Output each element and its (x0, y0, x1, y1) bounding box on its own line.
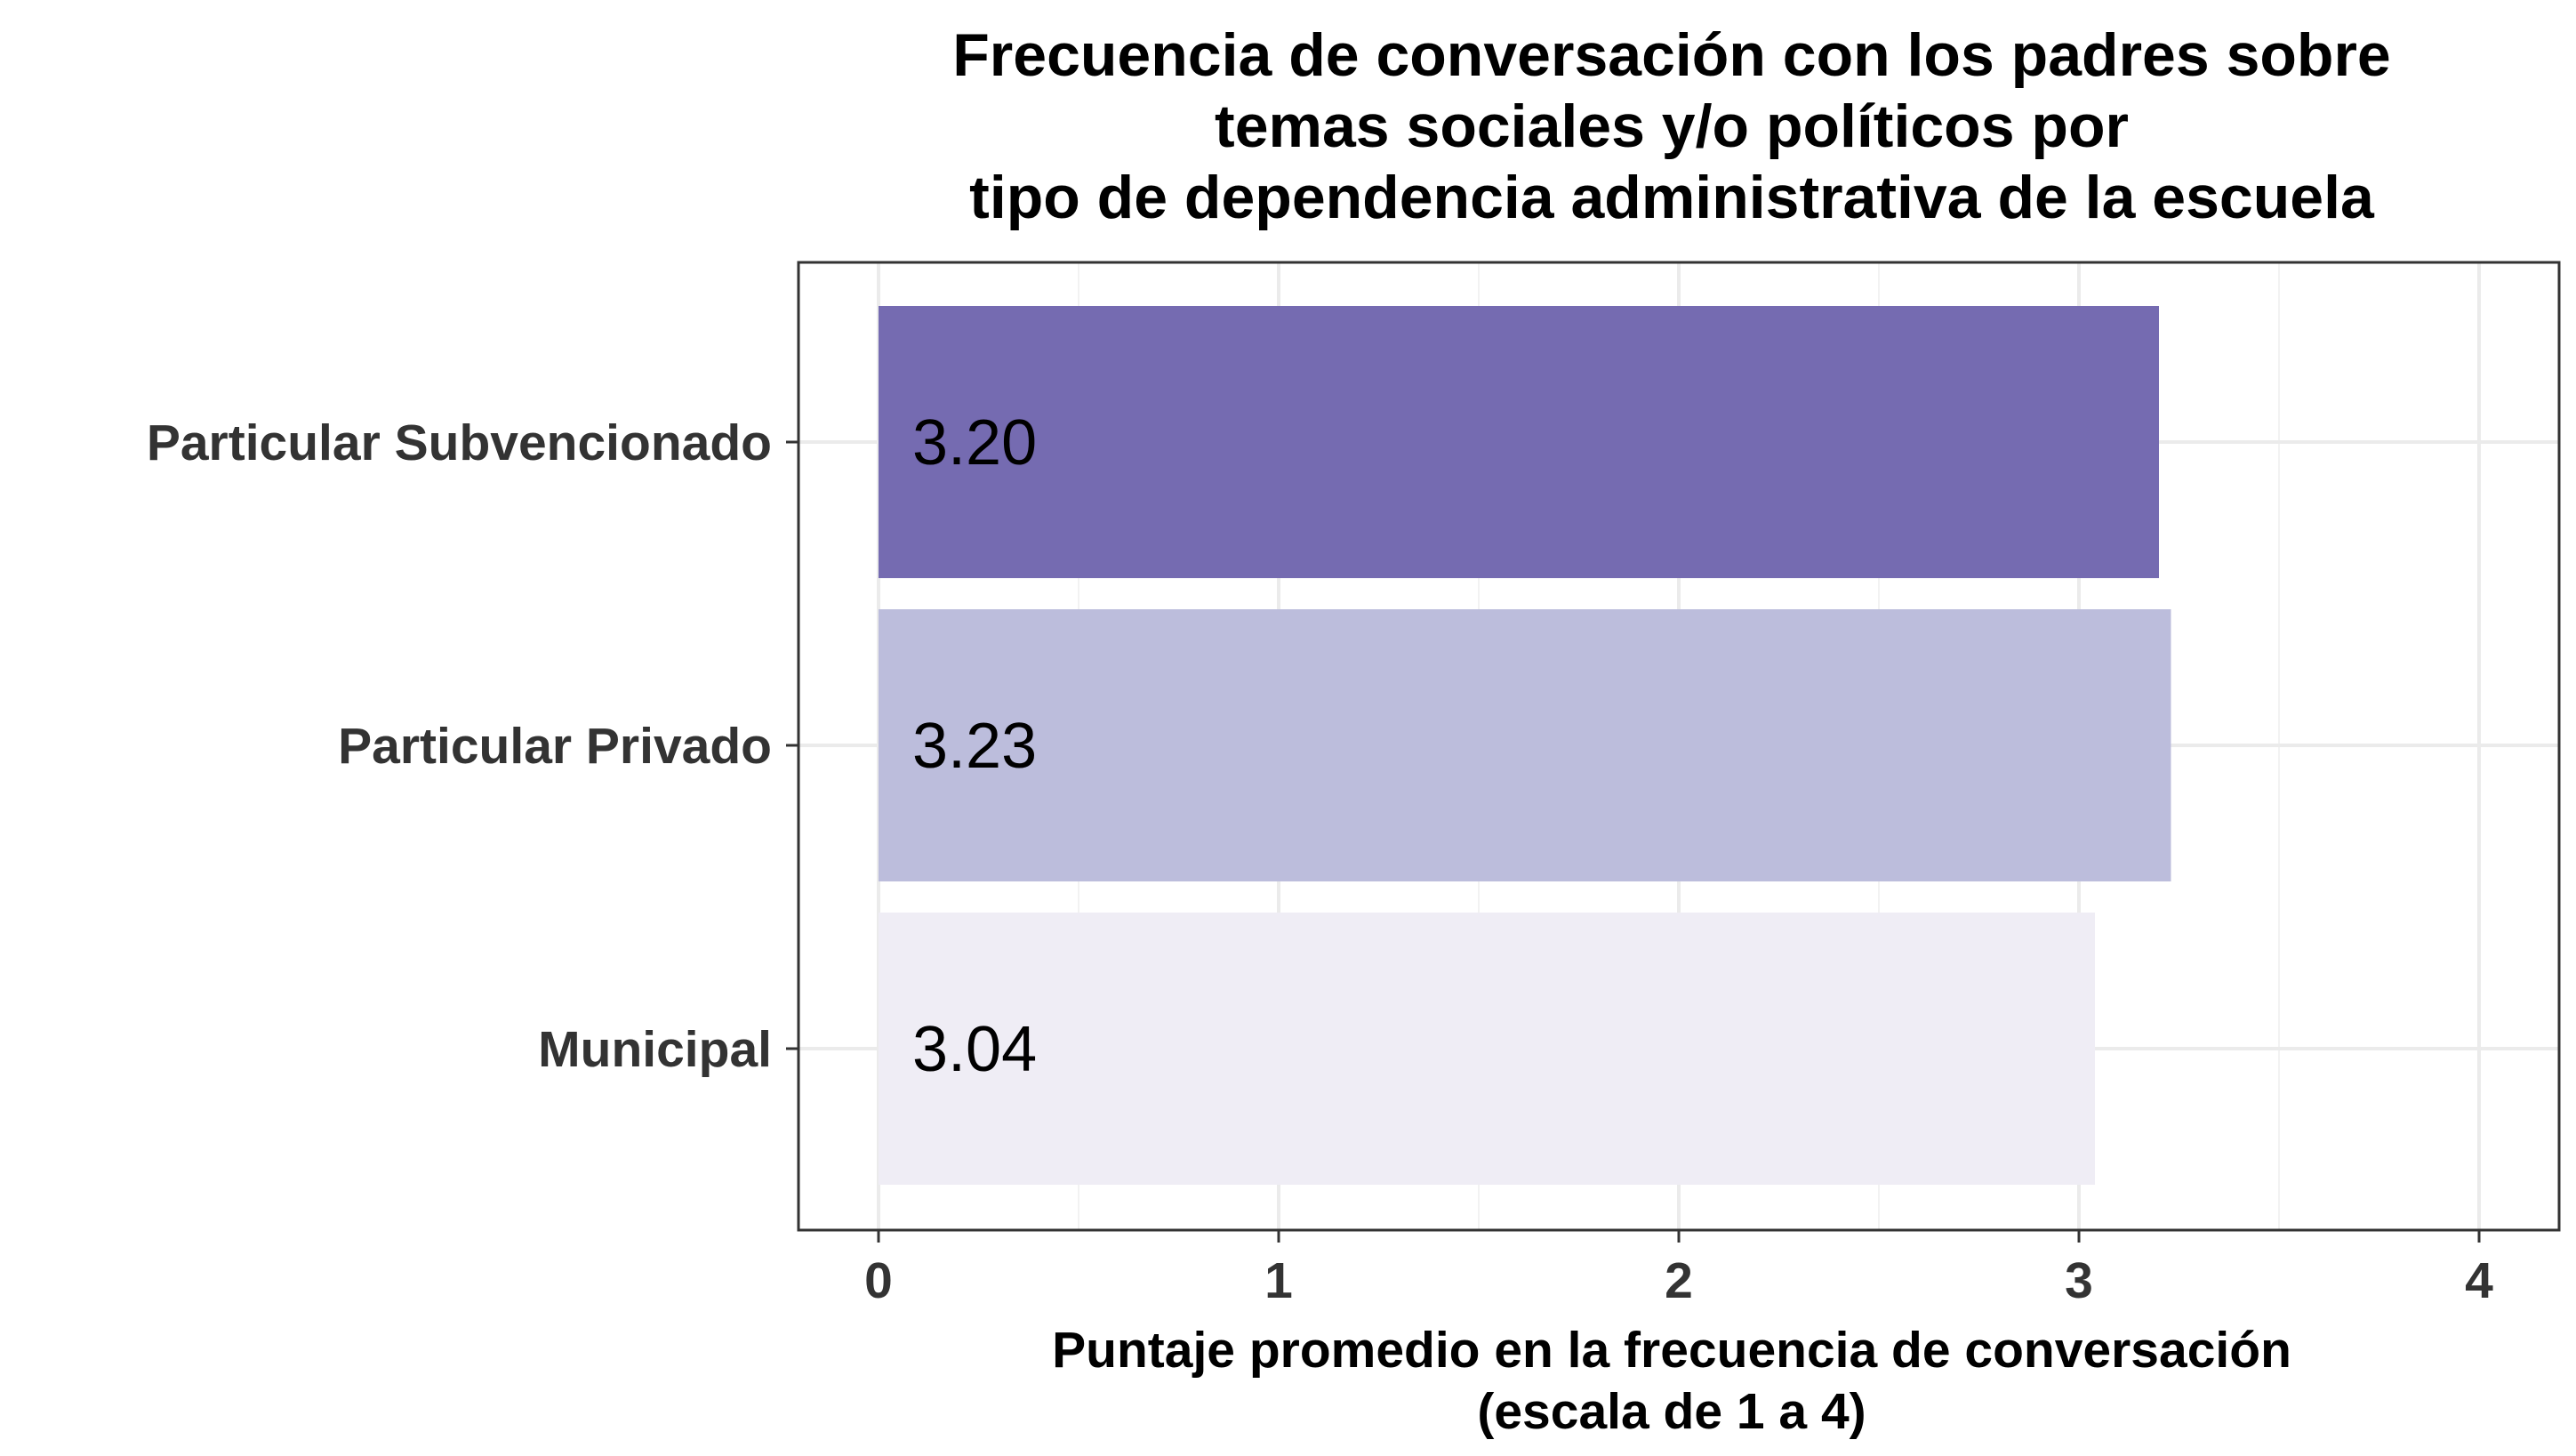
x-axis-title: Puntaje promedio en la frecuencia de con… (1052, 1322, 2291, 1440)
x-axis: 0 1 2 3 4 (864, 1230, 2493, 1309)
bar-municipal (879, 913, 2095, 1185)
chart-title-line-1: Frecuencia de conversación con los padre… (952, 21, 2391, 89)
y-tick-label: Particular Subvencionado (147, 414, 772, 471)
chart-title-line-2: temas sociales y/o políticos por (1215, 93, 2129, 160)
bar-particular-privado (879, 609, 2171, 881)
x-axis-title-line-2: (escala de 1 a 4) (1477, 1383, 1866, 1440)
x-tick-label: 3 (2065, 1252, 2093, 1309)
x-tick-label: 0 (864, 1252, 893, 1309)
y-tick-label: Particular Privado (338, 718, 772, 775)
x-axis-title-line-1: Puntaje promedio en la frecuencia de con… (1052, 1322, 2291, 1379)
bars (879, 306, 2171, 1185)
y-tick-label: Municipal (538, 1021, 772, 1078)
value-label: 3.20 (912, 407, 1037, 479)
value-labels: 3.20 3.23 3.04 (912, 407, 1037, 1085)
x-tick-label: 4 (2465, 1252, 2493, 1309)
value-label: 3.23 (912, 711, 1037, 782)
y-axis: Particular Subvencionado Particular Priva… (147, 414, 798, 1078)
value-label: 3.04 (912, 1014, 1037, 1085)
x-tick-label: 1 (1264, 1252, 1293, 1309)
x-tick-label: 2 (1665, 1252, 1693, 1309)
chart-title-line-3: tipo de dependencia administrativa de la… (969, 164, 2375, 231)
chart-title: Frecuencia de conversación con los padre… (952, 21, 2391, 231)
bar-particular-subvencionado (879, 306, 2159, 578)
